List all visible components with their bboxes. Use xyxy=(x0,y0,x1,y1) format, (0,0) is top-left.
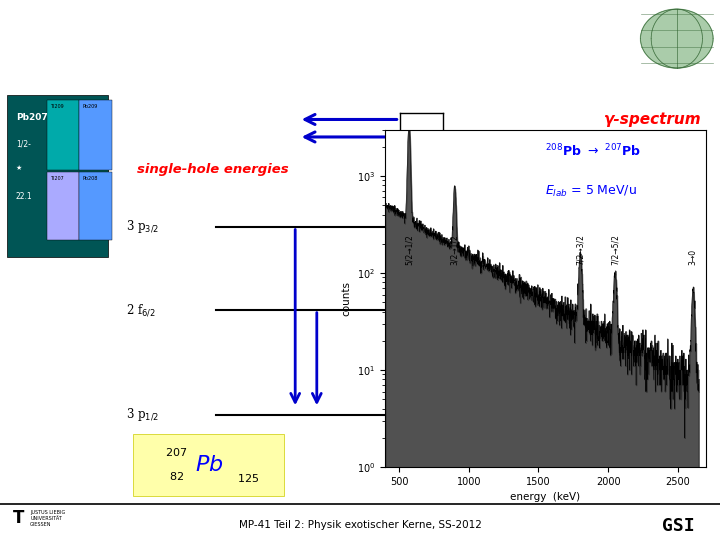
Y-axis label: counts: counts xyxy=(341,281,351,316)
Text: 898 keV: 898 keV xyxy=(418,220,471,233)
Text: Tl207: Tl207 xyxy=(50,177,64,181)
Text: JUSTUS LIEBIG: JUSTUS LIEBIG xyxy=(30,510,66,515)
Text: 0 keV: 0 keV xyxy=(418,408,455,421)
Text: $E_{lab}$ = 5 MeV/u: $E_{lab}$ = 5 MeV/u xyxy=(546,184,637,199)
Text: 2 f$_{6/2}$: 2 f$_{6/2}$ xyxy=(126,302,156,318)
Text: Experimental single-particle energies: Experimental single-particle energies xyxy=(44,18,633,46)
Text: Pb209: Pb209 xyxy=(83,104,98,109)
Text: MP-41 Teil 2: Physik exotischer Kerne, SS-2012: MP-41 Teil 2: Physik exotischer Kerne, S… xyxy=(238,519,482,530)
FancyBboxPatch shape xyxy=(133,434,284,496)
Text: UNIVERSITÄT
GIESSEN: UNIVERSITÄT GIESSEN xyxy=(30,516,62,527)
FancyBboxPatch shape xyxy=(7,96,108,257)
Text: 7/2→5/2: 7/2→5/2 xyxy=(611,234,619,265)
FancyBboxPatch shape xyxy=(79,100,112,170)
Text: $^{208}$Pb $\rightarrow$ $^{207}$Pb: $^{208}$Pb $\rightarrow$ $^{207}$Pb xyxy=(546,143,642,160)
Text: 7/2→3/2: 7/2→3/2 xyxy=(576,234,585,265)
Text: 22.1: 22.1 xyxy=(16,192,32,201)
X-axis label: energy  (keV): energy (keV) xyxy=(510,492,580,502)
Text: 3/2→1/2: 3/2→1/2 xyxy=(450,234,459,265)
Text: single-hole energies: single-hole energies xyxy=(137,163,289,176)
Text: 1/2-: 1/2- xyxy=(16,139,31,148)
Text: ★: ★ xyxy=(16,165,22,171)
Text: Pb207: Pb207 xyxy=(16,113,48,122)
Circle shape xyxy=(641,9,713,68)
Text: 3 p$_{1/2}$: 3 p$_{1/2}$ xyxy=(126,407,159,423)
FancyBboxPatch shape xyxy=(79,172,112,240)
Text: 3→0: 3→0 xyxy=(688,249,698,265)
Text: $\mathit{Pb}$: $\mathit{Pb}$ xyxy=(194,454,223,476)
Text: Pb208: Pb208 xyxy=(83,177,98,181)
Text: $125$: $125$ xyxy=(238,472,259,484)
Text: T: T xyxy=(13,509,24,526)
Text: Tl209: Tl209 xyxy=(50,104,64,109)
Text: GSI: GSI xyxy=(662,517,695,535)
Text: 570 keV: 570 keV xyxy=(418,303,471,316)
Text: $82$: $82$ xyxy=(169,470,184,482)
Text: γ-spectrum: γ-spectrum xyxy=(604,112,702,127)
Text: 3 p$_{3/2}$: 3 p$_{3/2}$ xyxy=(126,218,159,235)
Text: 5/2→1/2: 5/2→1/2 xyxy=(405,234,413,265)
FancyBboxPatch shape xyxy=(47,172,79,240)
Text: $207$: $207$ xyxy=(166,446,187,458)
FancyBboxPatch shape xyxy=(47,100,79,170)
